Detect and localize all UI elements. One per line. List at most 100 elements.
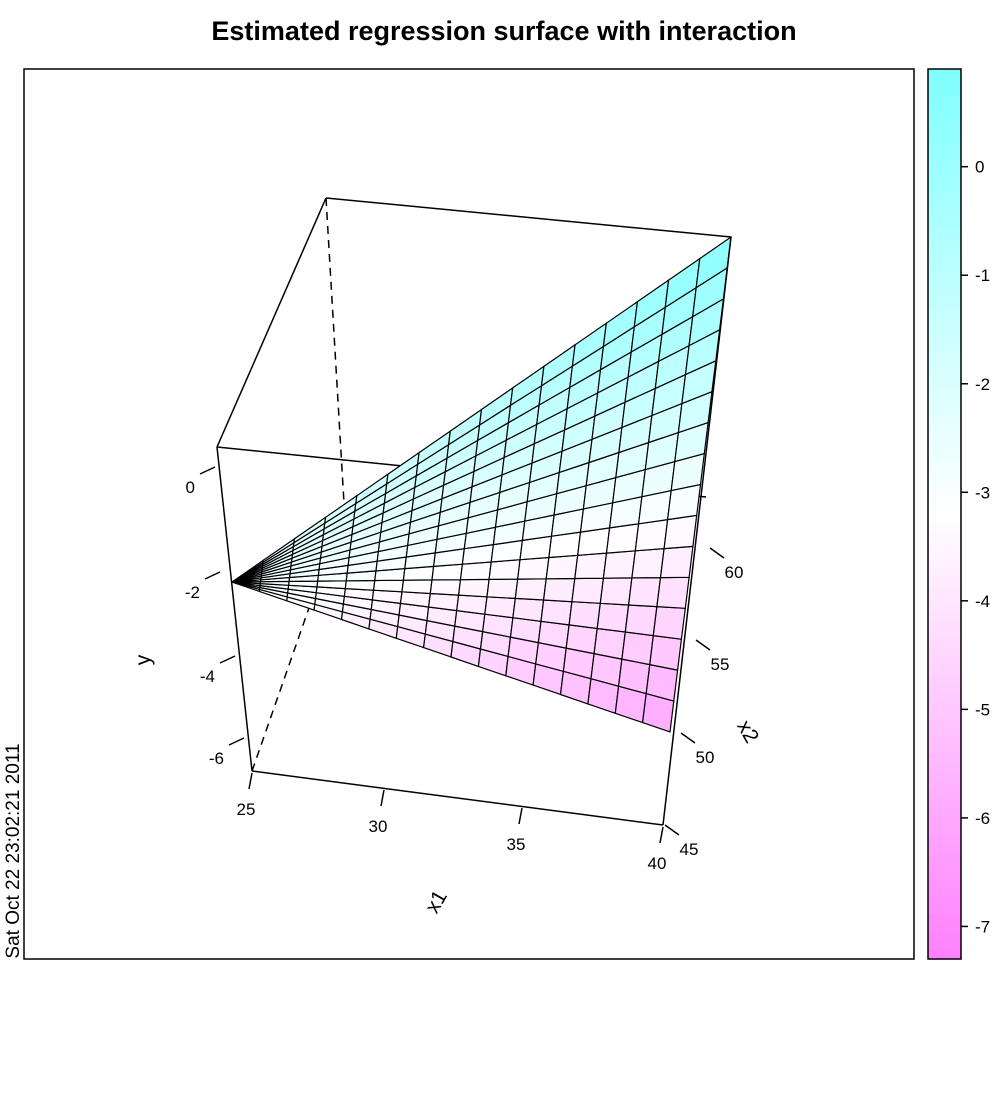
- color-key-band: [928, 736, 961, 746]
- surface-cell: [663, 514, 698, 550]
- color-key-tick-label: -7: [975, 917, 990, 936]
- color-key-band: [928, 950, 961, 960]
- color-key-band: [928, 585, 961, 595]
- color-key-band: [928, 371, 961, 382]
- surface-cell: [372, 579, 405, 593]
- surface-cell: [571, 577, 605, 604]
- color-key-band: [928, 353, 961, 364]
- color-key-band: [928, 451, 961, 462]
- x1-tick: [248, 772, 253, 790]
- surface-cell: [344, 579, 376, 591]
- color-key-band: [928, 255, 961, 266]
- surface-cell: [624, 604, 658, 637]
- x1-tick: [659, 826, 664, 844]
- color-key-band: [928, 140, 961, 150]
- y-tick-label: -6: [209, 749, 224, 768]
- color-key-band: [928, 86, 961, 97]
- color-key-band: [928, 389, 961, 399]
- color-key-band: [928, 291, 961, 301]
- color-key-border: [927, 68, 962, 960]
- surface-cell: [288, 580, 319, 588]
- x1-axis-label: x1: [421, 886, 452, 917]
- color-key: 0 -1 -2 -3 -4 -5 -6 -7: [927, 68, 990, 960]
- color-key-band: [928, 522, 961, 533]
- color-key-band: [928, 264, 961, 275]
- box-edge: [251, 770, 664, 826]
- color-key-band: [928, 665, 961, 675]
- color-key-band: [928, 692, 961, 702]
- surface-cell: [545, 554, 579, 580]
- box-edge: [325, 197, 732, 238]
- color-key-band: [928, 327, 961, 337]
- color-key-band: [928, 878, 961, 889]
- color-key-band: [928, 852, 961, 862]
- surface-cell: [649, 634, 683, 671]
- color-key-band: [928, 861, 961, 871]
- color-key-band: [928, 896, 961, 907]
- color-key-band: [928, 870, 961, 880]
- color-key-band: [928, 603, 961, 613]
- color-key-band: [928, 158, 961, 168]
- x2-tick-label: 45: [680, 840, 699, 859]
- color-key-band: [928, 763, 961, 773]
- color-key-tick-label: -2: [975, 375, 990, 394]
- color-key-band: [928, 229, 961, 239]
- box-edge: [216, 197, 327, 448]
- color-key-band: [928, 798, 961, 809]
- front-box: [216, 236, 732, 826]
- x1-tick-label: 25: [237, 800, 256, 819]
- color-key-band: [928, 238, 961, 248]
- color-key-band: [928, 211, 961, 221]
- color-key-band: [928, 282, 961, 293]
- surface-cell: [621, 631, 654, 666]
- color-key-band: [928, 425, 961, 435]
- color-key-band: [928, 683, 961, 693]
- surface-cell: [429, 579, 462, 596]
- color-key-band: [928, 611, 961, 622]
- y-tick-label: 0: [186, 478, 195, 497]
- color-key-tick-label: -3: [975, 483, 990, 502]
- surface-chart: 25 30 35 40 x1 45 50 55 60 x2 0 -2 -4 -6 y 0 -1 -2 -3 -4 -5…: [23, 68, 990, 960]
- surface-cell: [565, 624, 598, 655]
- y-axis-label: y: [132, 654, 155, 665]
- color-key-band: [928, 709, 961, 720]
- color-key-band: [928, 309, 961, 319]
- color-key-band: [928, 487, 961, 497]
- color-key-band: [928, 166, 961, 177]
- color-key-band: [928, 318, 961, 328]
- surface-cell: [659, 545, 694, 579]
- x1-tick: [518, 807, 523, 825]
- surface-cell: [540, 599, 573, 626]
- color-key-band: [928, 460, 961, 471]
- color-key-band: [928, 629, 961, 640]
- color-key-band: [928, 433, 961, 444]
- color-key-band: [928, 469, 961, 479]
- color-key-band: [928, 914, 961, 924]
- color-key-band: [928, 825, 961, 835]
- color-key-band: [928, 745, 961, 755]
- surface-cell: [512, 597, 545, 622]
- color-key-band: [928, 941, 961, 951]
- color-key-band: [928, 131, 961, 141]
- x2-tick: [664, 824, 680, 836]
- surface-cell: [517, 556, 550, 580]
- y-tick-label: -4: [200, 667, 215, 686]
- color-key-band: [928, 816, 961, 827]
- y-tick-label: -2: [185, 583, 200, 602]
- color-key-band: [928, 843, 961, 853]
- color-key-band: [928, 442, 961, 453]
- color-key-tick-label: 0: [975, 158, 984, 177]
- box-edge: [662, 236, 732, 826]
- color-key-band: [928, 300, 961, 310]
- surface-cell: [514, 578, 547, 601]
- y-tick: [228, 737, 245, 746]
- color-key-band: [928, 932, 961, 942]
- color-key-band: [928, 122, 961, 132]
- color-key-band: [928, 336, 961, 346]
- color-key-band: [928, 531, 961, 542]
- chart-title: Estimated regression surface with intera…: [211, 16, 797, 46]
- color-key-band: [928, 193, 961, 204]
- color-key-band: [928, 273, 961, 284]
- surface-cell: [401, 579, 433, 595]
- color-key-tick-label: -5: [975, 700, 990, 719]
